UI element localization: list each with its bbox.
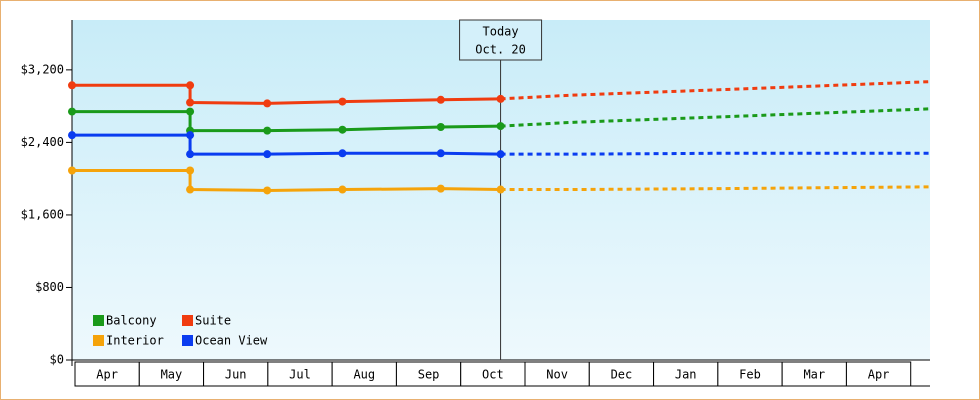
x-tick-label: Oct xyxy=(482,368,504,382)
month-box xyxy=(203,361,269,387)
point xyxy=(338,97,347,106)
point xyxy=(436,95,445,104)
x-tick-label: May xyxy=(161,368,183,382)
month-box xyxy=(460,361,526,387)
today-date: Oct. 20 xyxy=(475,43,526,57)
point xyxy=(496,185,505,194)
x-tick-label: Jun xyxy=(225,368,247,382)
y-tick-label: $800 xyxy=(35,280,64,294)
point xyxy=(436,184,445,193)
month-box xyxy=(331,361,397,387)
point xyxy=(436,149,445,158)
legend-swatch xyxy=(182,335,193,346)
legend-swatch xyxy=(182,315,193,326)
x-tick-label: Dec xyxy=(611,368,633,382)
month-box xyxy=(717,361,783,387)
point xyxy=(186,185,195,194)
x-tick-label: Apr xyxy=(96,368,118,382)
point xyxy=(338,185,347,194)
y-tick-label: $1,600 xyxy=(21,207,64,221)
point xyxy=(68,131,76,140)
point xyxy=(68,81,76,90)
month-box xyxy=(845,361,912,387)
x-tick-label: Sep xyxy=(418,368,440,382)
x-tick-label: Mar xyxy=(803,368,825,382)
today-box xyxy=(459,19,543,61)
y-tick-label: $2,400 xyxy=(21,135,64,149)
point xyxy=(263,186,272,195)
point xyxy=(186,81,195,90)
legend-label: Interior xyxy=(106,334,164,348)
x-tick-label: Aug xyxy=(353,368,375,382)
legend-swatch xyxy=(93,335,104,346)
legend-swatch xyxy=(93,315,104,326)
month-box xyxy=(267,361,333,387)
month-box xyxy=(588,361,655,387)
point xyxy=(186,107,195,116)
today-label: Today xyxy=(483,25,519,39)
point xyxy=(436,122,445,131)
point xyxy=(186,131,195,140)
x-tick-label: Jul xyxy=(289,368,311,382)
plot: $0 $800 $1,600 $2,400 $3,200 Apr May Jun Jul Aug S… xyxy=(21,19,931,387)
point xyxy=(186,150,195,159)
point xyxy=(496,94,505,103)
point xyxy=(263,126,272,135)
x-tick-label: Jan xyxy=(675,368,697,382)
legend-label: Suite xyxy=(195,314,231,328)
point xyxy=(496,150,505,159)
point xyxy=(496,122,505,131)
x-tick-label: Apr xyxy=(868,368,890,382)
month-box xyxy=(781,361,847,387)
point xyxy=(263,150,272,159)
y-tick-label: $3,200 xyxy=(21,62,64,76)
month-box xyxy=(138,361,205,387)
legend-label: Ocean View xyxy=(195,334,268,348)
month-box xyxy=(653,361,719,387)
point xyxy=(68,107,76,116)
x-tick-label: Nov xyxy=(546,368,568,382)
point xyxy=(338,149,347,158)
point xyxy=(186,166,195,175)
point xyxy=(263,99,272,108)
x-tick-label: Feb xyxy=(739,368,761,382)
point xyxy=(68,166,76,175)
y-tick-label: $0 xyxy=(50,353,64,367)
point xyxy=(338,125,347,134)
point xyxy=(186,98,195,107)
legend-label: Balcony xyxy=(106,314,157,328)
